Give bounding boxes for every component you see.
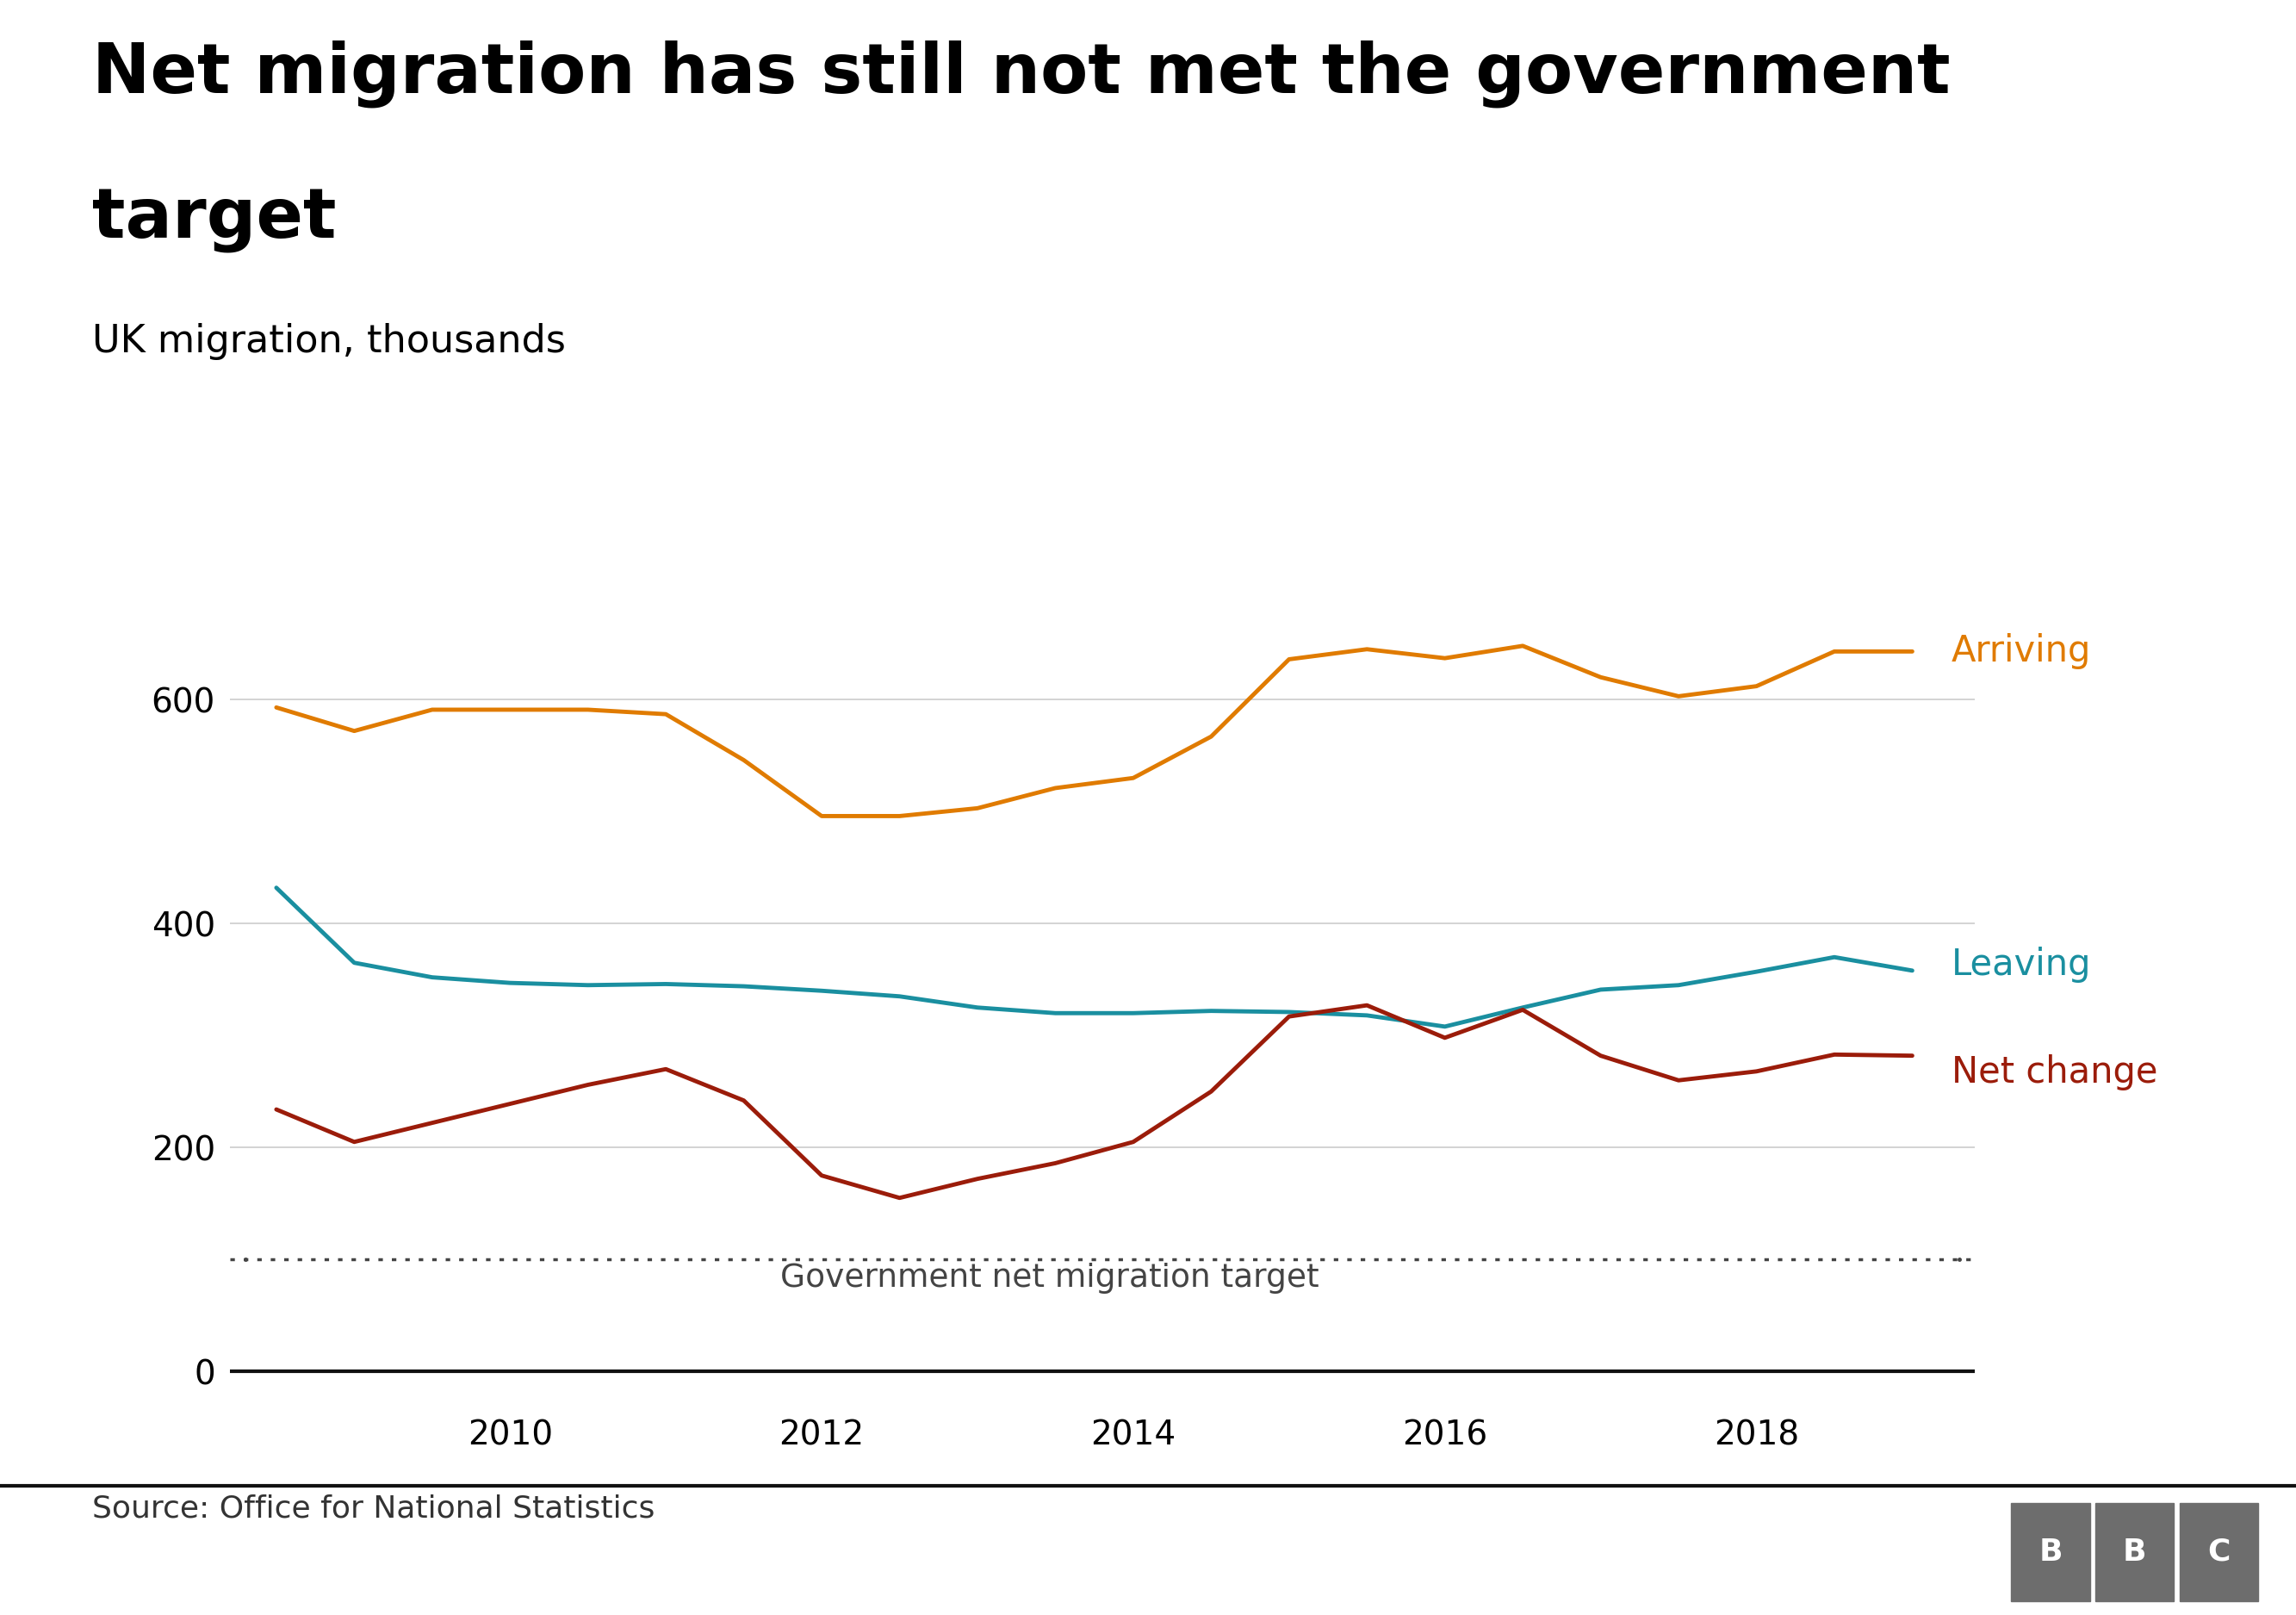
Text: Government net migration target: Government net migration target xyxy=(781,1263,1320,1294)
FancyBboxPatch shape xyxy=(2011,1502,2089,1602)
Text: Leaving: Leaving xyxy=(1952,946,2092,984)
Text: target: target xyxy=(92,186,335,254)
Text: B: B xyxy=(2039,1537,2062,1567)
Text: Net migration has still not met the government: Net migration has still not met the gove… xyxy=(92,40,1949,108)
Text: Net change: Net change xyxy=(1952,1055,2158,1090)
Text: Source: Office for National Statistics: Source: Office for National Statistics xyxy=(92,1494,654,1523)
Text: UK migration, thousands: UK migration, thousands xyxy=(92,323,565,360)
Text: C: C xyxy=(2206,1537,2229,1567)
Text: Arriving: Arriving xyxy=(1952,633,2092,670)
Text: B: B xyxy=(2124,1537,2147,1567)
FancyBboxPatch shape xyxy=(2179,1502,2259,1602)
FancyBboxPatch shape xyxy=(2096,1502,2174,1602)
